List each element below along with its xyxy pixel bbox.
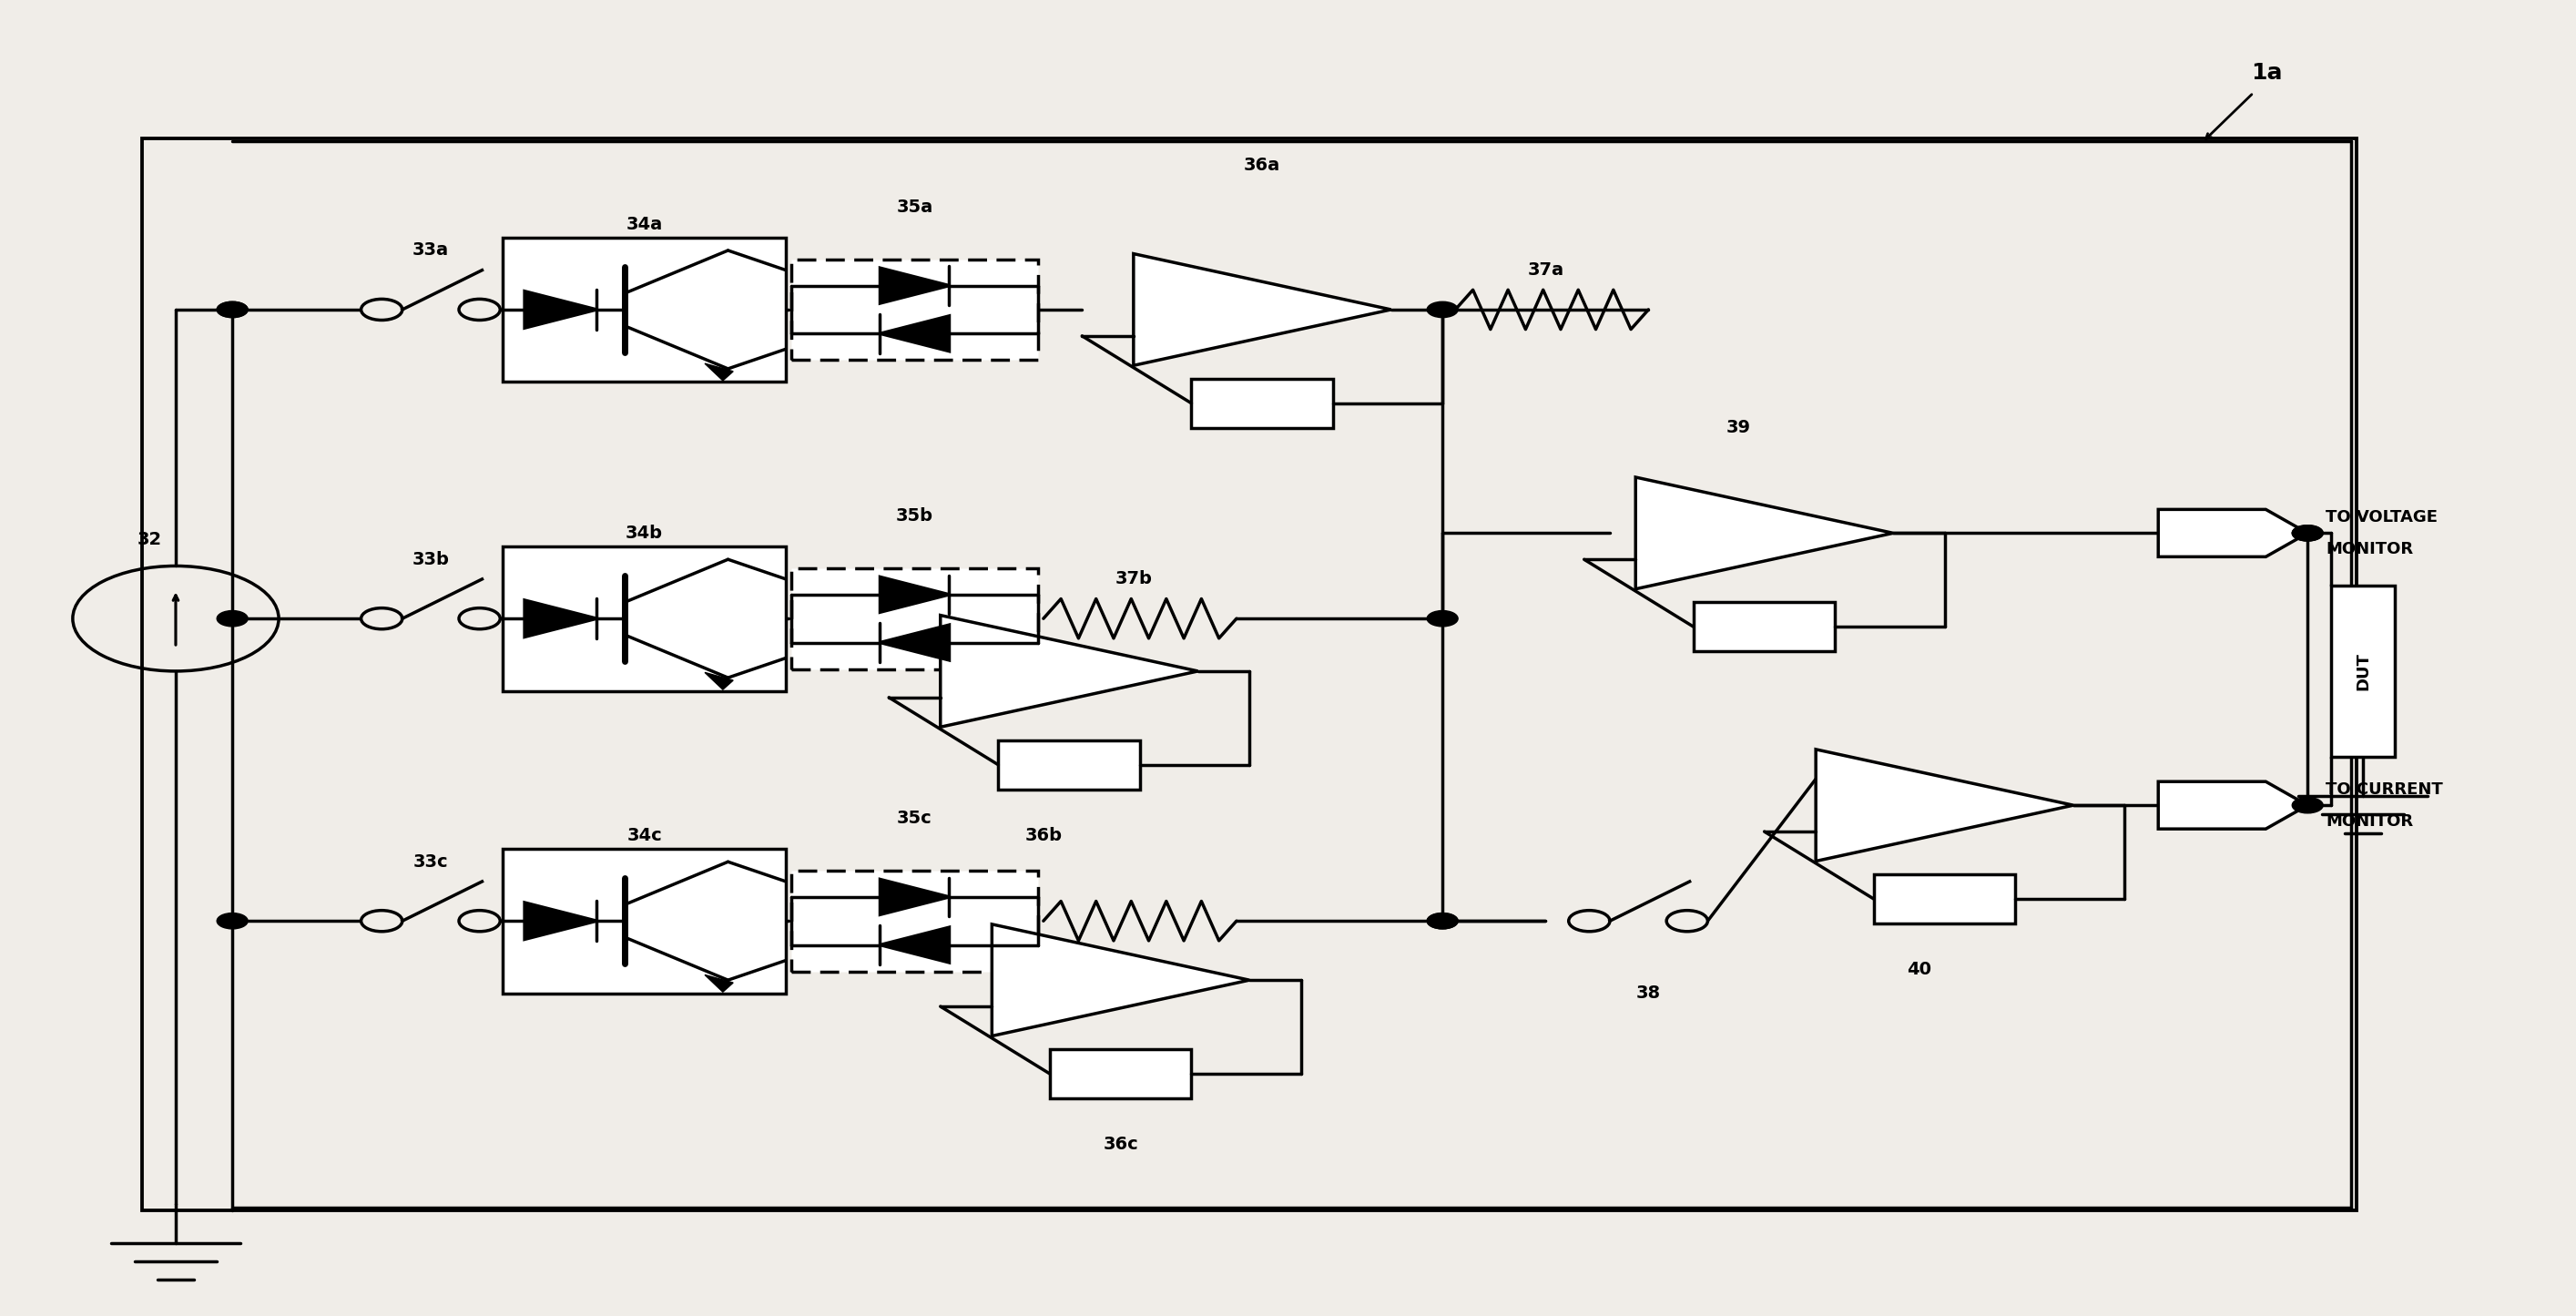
Circle shape [459,911,500,932]
Text: 39: 39 [1726,420,1752,437]
Circle shape [1427,913,1458,929]
Polygon shape [881,625,951,661]
Text: 1a: 1a [2251,62,2282,84]
Polygon shape [881,879,951,915]
Polygon shape [881,576,951,612]
Circle shape [2293,797,2324,813]
Polygon shape [706,975,734,992]
Polygon shape [881,268,951,303]
Text: 35b: 35b [896,508,933,525]
Bar [791,569,1038,669]
Polygon shape [2159,782,2308,829]
Bar [2331,586,2396,757]
Polygon shape [881,928,951,962]
Text: 40: 40 [1906,961,1932,978]
Text: 33c: 33c [412,853,448,870]
Bar [502,849,786,994]
Polygon shape [2159,509,2308,557]
Text: 34b: 34b [626,525,662,542]
Circle shape [2293,525,2324,541]
Bar [1692,603,1834,651]
Text: 36a: 36a [1244,157,1280,174]
Text: 36c: 36c [1103,1136,1139,1153]
Polygon shape [881,316,951,351]
Polygon shape [1636,478,1893,590]
Bar [502,237,786,382]
Circle shape [216,301,247,317]
Polygon shape [1133,254,1391,366]
Text: TO VOLTAGE: TO VOLTAGE [2326,509,2437,525]
Circle shape [1427,913,1458,929]
Circle shape [1427,611,1458,626]
Circle shape [1569,911,1610,932]
Polygon shape [526,903,598,940]
Circle shape [216,913,247,929]
Polygon shape [706,672,734,690]
Circle shape [216,611,247,626]
Text: MONITOR: MONITOR [2326,813,2414,829]
Text: 37b: 37b [1115,570,1151,588]
Circle shape [459,608,500,629]
Circle shape [361,911,402,932]
Text: 33a: 33a [412,242,448,259]
Bar [502,546,786,691]
Polygon shape [706,363,734,380]
Circle shape [2293,525,2324,541]
Bar [1193,379,1332,428]
Polygon shape [940,616,1198,726]
Text: 35c: 35c [896,809,933,826]
Text: 34c: 34c [626,826,662,844]
Text: MONITOR: MONITOR [2326,541,2414,557]
Circle shape [1667,911,1708,932]
Text: 36b: 36b [1025,826,1061,844]
Polygon shape [526,600,598,637]
Text: 38: 38 [1636,984,1662,1001]
Polygon shape [1816,749,2074,861]
Circle shape [459,299,500,320]
Circle shape [216,301,247,317]
Circle shape [361,608,402,629]
Polygon shape [526,291,598,328]
Bar [791,259,1038,361]
Bar [999,740,1141,790]
Bar [1051,1049,1193,1099]
Text: 34a: 34a [626,216,662,233]
Text: 35a: 35a [896,199,933,216]
Polygon shape [992,924,1249,1036]
Bar [142,138,2357,1211]
Text: 33b: 33b [412,550,448,569]
Bar [1873,874,2014,924]
Text: 32: 32 [137,532,162,549]
Text: DUT: DUT [2354,653,2370,690]
Circle shape [1427,301,1458,317]
Text: TO CURRENT: TO CURRENT [2326,782,2442,797]
Bar [791,870,1038,971]
Text: 37a: 37a [1528,262,1564,279]
Circle shape [361,299,402,320]
